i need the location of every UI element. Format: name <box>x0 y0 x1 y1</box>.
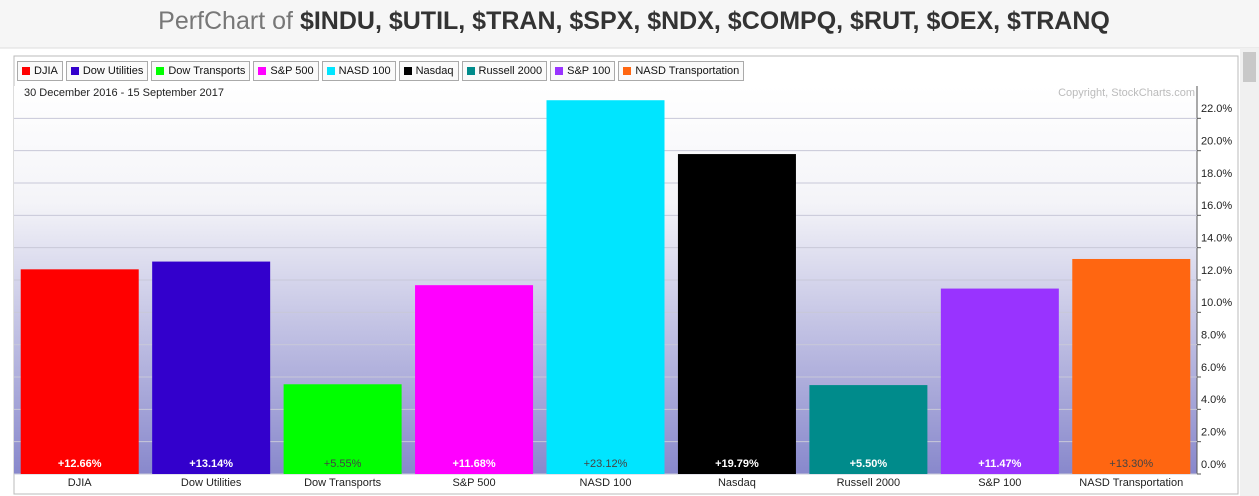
legend-label: NASD Transportation <box>635 65 740 77</box>
y-tick-label: 18.0% <box>1201 168 1232 180</box>
x-tick-label: S&P 500 <box>452 477 495 489</box>
value-label: +19.79% <box>715 458 759 470</box>
legend-label: Russell 2000 <box>478 65 543 77</box>
legend-label: DJIA <box>34 65 58 77</box>
x-tick-label: Russell 2000 <box>837 477 901 489</box>
bar <box>415 285 534 474</box>
value-label: +11.68% <box>452 458 495 470</box>
legend-swatch <box>466 67 475 75</box>
bar <box>283 384 402 474</box>
legend-label: Nasdaq <box>415 65 454 77</box>
legend-label: NASD 100 <box>338 65 391 77</box>
legend-item[interactable]: Russell 2000 <box>461 61 548 81</box>
bar <box>546 100 665 474</box>
title-prefix: PerfChart of <box>158 7 293 35</box>
y-tick-label: 16.0% <box>1201 200 1232 212</box>
y-tick-label: 2.0% <box>1201 427 1226 439</box>
x-tick-label: Nasdaq <box>718 477 756 489</box>
x-tick-label: S&P 100 <box>978 477 1021 489</box>
legend-swatch <box>156 67 165 75</box>
copyright: Copyright, StockCharts.com <box>1058 87 1195 99</box>
x-tick-label: Dow Utilities <box>181 477 242 489</box>
legend-swatch <box>22 67 30 75</box>
legend-swatch <box>70 67 79 75</box>
legend-label: Dow Utilities <box>82 65 144 77</box>
y-tick-label: 8.0% <box>1201 330 1226 342</box>
bar <box>20 269 139 474</box>
y-tick-label: 20.0% <box>1201 136 1232 148</box>
legend-swatch <box>555 67 564 75</box>
legend-label: S&P 500 <box>270 65 314 77</box>
legend-item[interactable]: Dow Utilities <box>65 61 149 81</box>
value-label: +5.50% <box>850 458 888 470</box>
legend-label: Dow Transports <box>168 65 246 77</box>
x-tick-label: Dow Transports <box>304 477 382 489</box>
legend-swatch <box>258 67 267 75</box>
bar <box>152 261 271 474</box>
legend-item[interactable]: NASD 100 <box>321 61 396 81</box>
legend-item[interactable]: Dow Transports <box>151 61 251 81</box>
y-tick-label: 6.0% <box>1201 362 1226 374</box>
value-label: +12.66% <box>58 458 102 470</box>
bar <box>677 154 796 475</box>
y-tick-label: 22.0% <box>1201 103 1232 115</box>
title-symbols: $INDU, $UTIL, $TRAN, $SPX, $NDX, $COMPQ,… <box>300 7 1110 35</box>
scrollbar-track <box>1240 48 1259 496</box>
y-tick-label: 14.0% <box>1201 233 1232 245</box>
title-bar <box>0 0 1259 48</box>
value-label: +13.14% <box>189 458 233 470</box>
x-tick-label: DJIA <box>68 477 93 489</box>
legend: DJIA Dow Utilities Dow Transports S&P 500 NA… <box>17 61 745 81</box>
legend-item[interactable]: Nasdaq <box>398 61 459 81</box>
bar <box>809 385 928 474</box>
legend-swatch <box>623 67 632 75</box>
y-tick-label: 10.0% <box>1201 297 1232 309</box>
x-tick-label: NASD 100 <box>580 477 632 489</box>
value-label: +5.55% <box>324 458 362 470</box>
legend-item[interactable]: S&P 100 <box>550 61 616 81</box>
legend-swatch <box>326 67 335 75</box>
y-tick-label: 0.0% <box>1201 459 1226 471</box>
value-label: +23.12% <box>584 458 628 470</box>
date-range: 30 December 2016 - 15 September 2017 <box>24 87 224 99</box>
legend-label: S&P 100 <box>567 65 611 77</box>
y-tick-label: 12.0% <box>1201 265 1232 277</box>
legend-item[interactable]: DJIA <box>17 61 63 81</box>
value-label: +11.47% <box>978 458 1021 470</box>
bar <box>1072 258 1191 474</box>
legend-item[interactable]: NASD Transportation <box>618 61 745 81</box>
x-tick-label: NASD Transportation <box>1079 477 1183 489</box>
legend-swatch <box>403 67 412 75</box>
bar <box>940 288 1059 474</box>
scrollbar-thumb[interactable] <box>1243 52 1256 82</box>
value-label: +13.30% <box>1109 458 1153 470</box>
y-tick-label: 4.0% <box>1201 394 1226 406</box>
chart-title: PerfChart of $INDU, $UTIL, $TRAN, $SPX, $… <box>158 7 1110 35</box>
legend-item[interactable]: S&P 500 <box>253 61 319 81</box>
